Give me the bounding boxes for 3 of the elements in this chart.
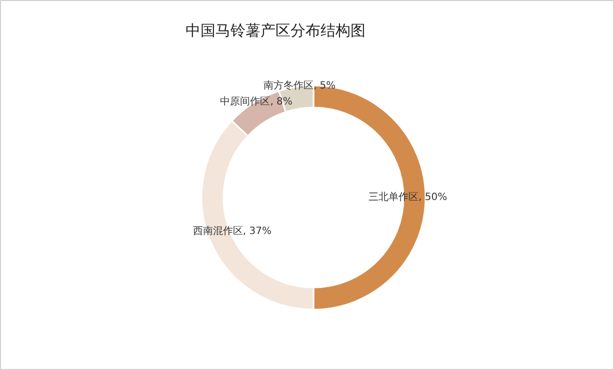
chart-title: 中国马铃薯产区分布结构图 [186,22,366,40]
slice-label: 中原间作区, 8% [220,96,292,108]
slice-label: 西南混作区, 37% [192,225,272,238]
